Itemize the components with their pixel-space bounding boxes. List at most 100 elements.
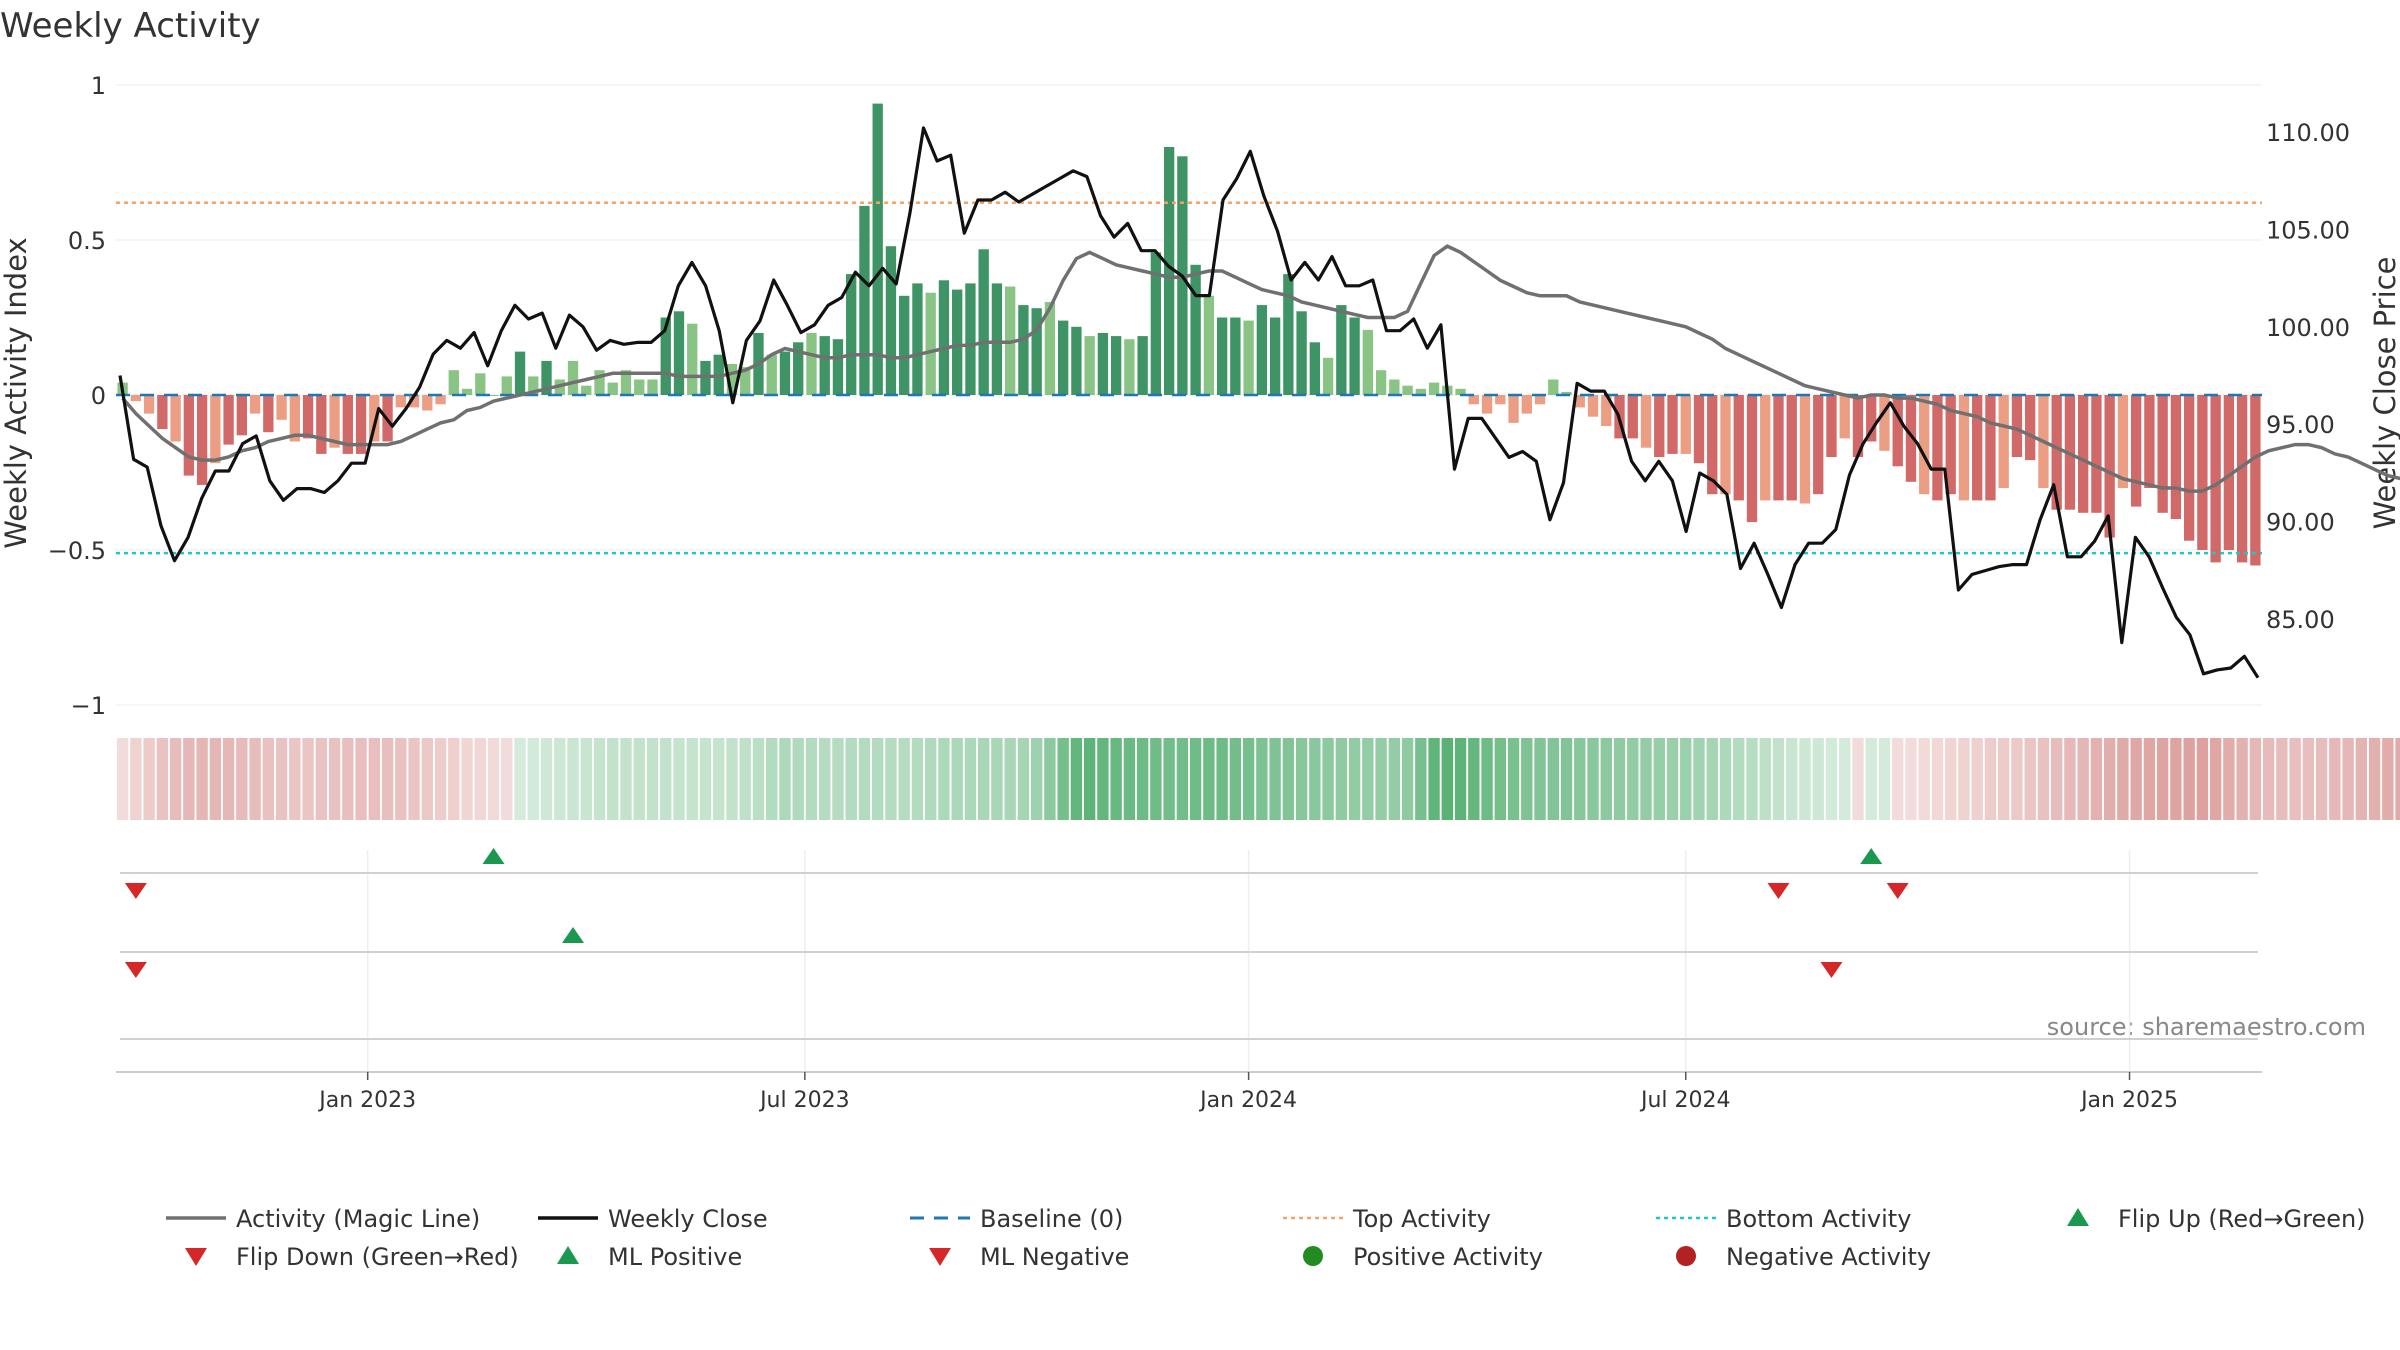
activity-bar: [819, 336, 830, 395]
x-axis-ticks: Jan 2023 Jul 2023 Jan 2024 Jul 2024 Jan 2025…: [317, 1072, 2178, 1113]
activity-bar: [567, 360, 579, 395]
heat-strip-cell: [1878, 738, 1891, 820]
flip-up-marker: [482, 848, 505, 864]
activity-bar: [1561, 391, 1572, 395]
activity-bar: [1110, 336, 1122, 395]
heat-strip-cell: [116, 738, 129, 820]
heat-strip-cell: [713, 738, 725, 820]
activity-bar: [143, 395, 155, 414]
heat-strip-cell: [1772, 738, 1785, 820]
heat-strip-cell: [2196, 738, 2209, 820]
activity-bar: [1455, 388, 1466, 395]
legend-label: Top Activity: [1352, 1205, 1491, 1233]
heat-strip-cell: [2050, 738, 2063, 820]
heat-strip-cell: [2037, 738, 2050, 820]
activity-bar: [1084, 336, 1095, 395]
activity-bar: [408, 395, 420, 408]
heat-strip-cell: [1070, 738, 1083, 820]
heat-strip-cell: [2024, 738, 2036, 820]
activity-bar: [183, 395, 195, 476]
activity-bar: [1097, 333, 1109, 395]
activity-bar: [2183, 395, 2195, 541]
heat-strip-cell: [1017, 738, 1030, 820]
heat-strip-cell: [1945, 738, 1957, 820]
heat-strip-cell: [2064, 738, 2076, 820]
activity-bar: [952, 289, 963, 395]
activity-bar: [925, 292, 936, 395]
heat-strip-cell: [832, 738, 844, 820]
heat-strip-cell: [752, 738, 765, 820]
heat-strip-cell: [567, 738, 579, 820]
activity-bar: [1574, 395, 1585, 408]
legend-swatch: [1303, 1246, 1323, 1266]
activity-bar: [249, 395, 261, 414]
activity-bar: [1667, 395, 1678, 454]
activity-bar: [1389, 379, 1400, 395]
activity-bar: [1627, 395, 1638, 439]
heat-strip-cell: [1931, 738, 1944, 820]
heat-strip-cell: [1600, 738, 1612, 820]
heat-strip-cell: [2249, 738, 2262, 820]
heat-strip-cell: [1997, 738, 2010, 820]
activity-bar: [422, 395, 433, 411]
activity-bar: [1309, 342, 1321, 395]
heat-strip-cell: [633, 738, 645, 820]
activity-bar: [263, 395, 274, 433]
heat-strip-cell: [1547, 738, 1559, 820]
heat-strip-cell: [1454, 738, 1467, 820]
activity-bar: [1468, 395, 1479, 405]
legend-label: ML Negative: [980, 1243, 1129, 1271]
heat-strip-cell: [222, 738, 235, 820]
heat-strip-cell: [1335, 738, 1348, 820]
heat-strip-cell: [2117, 738, 2129, 820]
activity-bar: [1018, 305, 1029, 395]
activity-bar: [1799, 395, 1811, 504]
activity-bar: [2170, 395, 2182, 519]
activity-bar: [620, 370, 632, 395]
legend-label: Flip Down (Green→Red): [236, 1243, 519, 1271]
activity-bar: [1932, 395, 1943, 501]
activity-bar: [1640, 395, 1652, 448]
activity-bar: [541, 360, 552, 395]
activity-bar: [1495, 395, 1506, 405]
activity-bar: [1269, 317, 1281, 395]
heat-strip-cell: [2262, 738, 2275, 820]
heat-strip-cell: [302, 738, 314, 820]
heat-strip-cell: [1892, 738, 1904, 820]
legend-item: Activity (Magic Line): [166, 1205, 480, 1233]
y2-tick-label: 95.00: [2266, 411, 2335, 439]
heat-strip-cell: [289, 738, 301, 820]
heat-strip-cell: [2329, 738, 2341, 820]
heat-strip-cell: [1865, 738, 1877, 820]
activity-bar: [1587, 395, 1599, 417]
activity-bar: [1057, 320, 1069, 395]
y-tick-label: 0: [91, 382, 106, 410]
activity-bar: [1707, 395, 1718, 495]
heat-strip-cell: [660, 738, 672, 820]
activity-bar: [740, 367, 751, 395]
heat-strip-cell: [1256, 738, 1268, 820]
activity-bar: [210, 395, 221, 464]
heat-strip-cell: [1004, 738, 1016, 820]
heat-strip-cell: [328, 738, 341, 820]
heat-strip-cell: [1693, 738, 1705, 820]
activity-bar: [1349, 317, 1360, 395]
heat-strip-cell: [2289, 738, 2301, 820]
activity-bar: [1190, 264, 1201, 395]
heat-strip-cell: [699, 738, 712, 820]
activity-bar: [130, 395, 142, 402]
y-tick-label: −0.5: [48, 537, 106, 565]
heat-strip-cell: [2077, 738, 2089, 820]
heat-strip-cell: [209, 738, 222, 820]
activity-bar: [355, 395, 367, 454]
activity-bar: [316, 395, 327, 454]
activity-bar: [1839, 395, 1850, 439]
ml-negative-marker: [124, 962, 147, 978]
heat-strip-cell: [1560, 738, 1573, 820]
activity-heat-strip: [116, 738, 2400, 820]
activity-bar: [938, 280, 950, 395]
chart-title: Weekly Activity: [0, 6, 261, 46]
activity-bar: [2197, 395, 2208, 550]
heat-strip-cell: [421, 738, 433, 820]
heat-strip-cell: [1971, 738, 1983, 820]
